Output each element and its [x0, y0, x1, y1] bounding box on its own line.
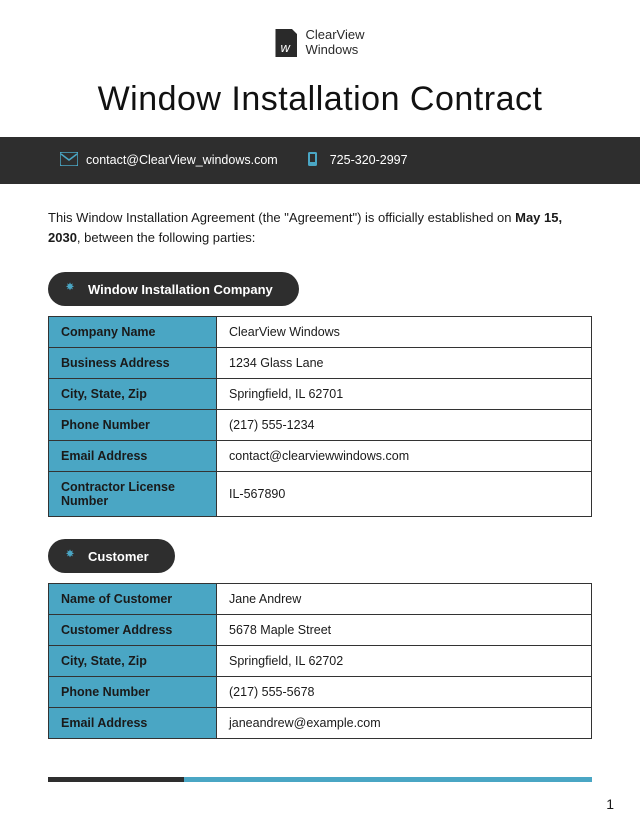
company-cell-label: Phone Number [49, 410, 217, 441]
brand-line1: ClearView [305, 28, 364, 43]
company-cell-value: contact@clearviewwindows.com [217, 441, 592, 472]
contact-phone: 725-320-2997 [306, 151, 408, 170]
company-cell-value: 1234 Glass Lane [217, 348, 592, 379]
contact-email-text: contact@ClearView_windows.com [86, 153, 278, 167]
intro-prefix: This Window Installation Agreement (the … [48, 210, 512, 225]
table-row: City, State, ZipSpringfield, IL 62701 [49, 379, 592, 410]
footer-rule-teal [184, 777, 592, 782]
section-heading-customer-text: Customer [88, 549, 149, 564]
brand-logo: ClearView Windows [0, 0, 640, 58]
company-cell-label: City, State, Zip [49, 379, 217, 410]
company-cell-label: Email Address [49, 441, 217, 472]
customer-cell-label: Phone Number [49, 677, 217, 708]
footer-rule [48, 777, 592, 782]
contact-phone-text: 725-320-2997 [330, 153, 408, 167]
company-table-body: Company NameClearView WindowsBusiness Ad… [49, 317, 592, 517]
customer-cell-label: Name of Customer [49, 584, 217, 615]
company-cell-value: (217) 555-1234 [217, 410, 592, 441]
customer-cell-value: Jane Andrew [217, 584, 592, 615]
company-cell-label: Company Name [49, 317, 217, 348]
section-heading-company: Window Installation Company [48, 272, 299, 306]
intro-paragraph: This Window Installation Agreement (the … [0, 184, 640, 264]
page-title: Window Installation Contract [0, 80, 640, 119]
company-cell-value: ClearView Windows [217, 317, 592, 348]
customer-cell-value: janeandrew@example.com [217, 708, 592, 739]
contact-bar: contact@ClearView_windows.com 725-320-29… [0, 137, 640, 184]
page-number: 1 [606, 796, 614, 812]
table-row: Contractor License NumberIL-567890 [49, 472, 592, 517]
customer-cell-value: Springfield, IL 62702 [217, 646, 592, 677]
customer-table-body: Name of CustomerJane AndrewCustomer Addr… [49, 584, 592, 739]
contact-email: contact@ClearView_windows.com [60, 152, 278, 169]
company-cell-label: Contractor License Number [49, 472, 217, 517]
table-row: City, State, ZipSpringfield, IL 62702 [49, 646, 592, 677]
customer-cell-label: Customer Address [49, 615, 217, 646]
company-table: Company NameClearView WindowsBusiness Ad… [48, 316, 592, 517]
burst-icon [62, 281, 78, 297]
company-cell-label: Business Address [49, 348, 217, 379]
logo-text: ClearView Windows [305, 28, 364, 58]
table-row: Customer Address5678 Maple Street [49, 615, 592, 646]
table-row: Company NameClearView Windows [49, 317, 592, 348]
table-row: Business Address1234 Glass Lane [49, 348, 592, 379]
customer-cell-value: (217) 555-5678 [217, 677, 592, 708]
table-row: Email Addresscontact@clearviewwindows.co… [49, 441, 592, 472]
logo-icon [275, 29, 297, 57]
table-row: Phone Number(217) 555-1234 [49, 410, 592, 441]
table-row: Phone Number(217) 555-5678 [49, 677, 592, 708]
footer-rule-dark [48, 777, 184, 782]
table-row: Email Addressjaneandrew@example.com [49, 708, 592, 739]
customer-table: Name of CustomerJane AndrewCustomer Addr… [48, 583, 592, 739]
company-cell-value: Springfield, IL 62701 [217, 379, 592, 410]
customer-cell-label: Email Address [49, 708, 217, 739]
phone-icon [306, 151, 322, 170]
email-icon [60, 152, 78, 169]
intro-suffix: , between the following parties: [77, 230, 256, 245]
company-cell-value: IL-567890 [217, 472, 592, 517]
burst-icon [62, 548, 78, 564]
brand-line2: Windows [305, 43, 364, 58]
section-heading-company-text: Window Installation Company [88, 282, 273, 297]
customer-cell-label: City, State, Zip [49, 646, 217, 677]
customer-cell-value: 5678 Maple Street [217, 615, 592, 646]
table-row: Name of CustomerJane Andrew [49, 584, 592, 615]
section-heading-customer: Customer [48, 539, 175, 573]
